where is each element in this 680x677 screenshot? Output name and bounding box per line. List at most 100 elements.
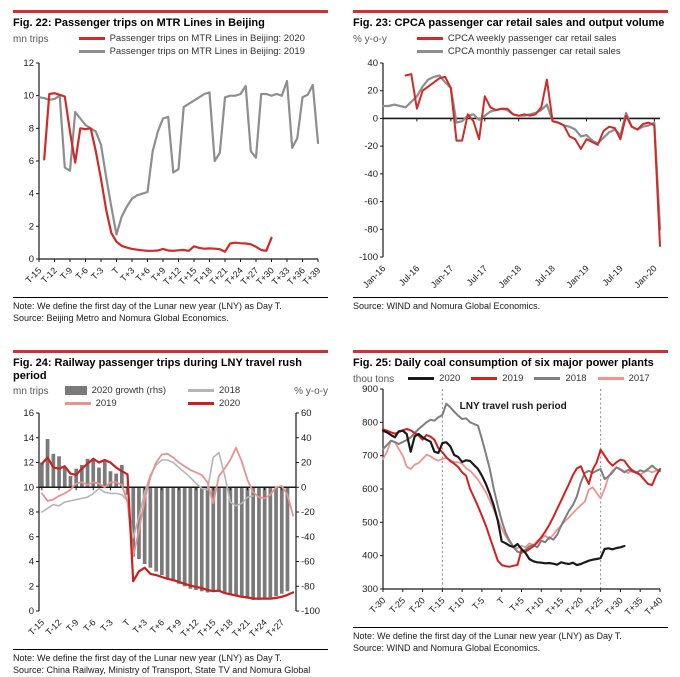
fig25-legend: 2020 2019 2018 2017 xyxy=(408,373,650,384)
bar xyxy=(205,487,210,593)
legend-item: Passenger trips on MTR Lines in Beijing:… xyxy=(78,33,305,44)
legend-item: 2017 xyxy=(597,373,650,384)
legend-label: Passenger trips on MTR Lines in Beijing:… xyxy=(109,45,305,57)
fig22-legend: Passenger trips on MTR Lines in Beijing:… xyxy=(78,33,305,57)
fig24-legend: 2020 growth (rhs) 2018 2019 2020 xyxy=(64,385,240,410)
bar xyxy=(199,487,204,592)
x-tick-label: T-10 xyxy=(447,595,467,615)
y-tick-label: 4 xyxy=(29,188,34,199)
fig25-notes: Note: We define the first day of the Lun… xyxy=(353,626,668,654)
x-tick-label: T-15 xyxy=(26,618,46,638)
y-tick-label: 700 xyxy=(362,450,378,461)
legend-item: CPCA monthly passenger car retail sales xyxy=(416,45,621,57)
x-tick-label: Jul-18 xyxy=(533,263,557,287)
x-tick-label: T+15 xyxy=(196,618,218,640)
y-tick-label: -20 xyxy=(364,141,378,152)
x-tick-label: T+18 xyxy=(213,618,235,640)
bar xyxy=(245,487,250,599)
legend-label: CPCA monthly passenger car retail sales xyxy=(447,45,621,57)
x-tick-label: T-20 xyxy=(407,595,427,615)
legend-item: 2020 xyxy=(188,398,240,409)
y-tick-label: 4 xyxy=(29,557,34,568)
fig23-chart-head: % y-o-y CPCA weekly passenger car retail… xyxy=(353,32,668,57)
x-tick-label: T-15 xyxy=(427,595,447,615)
legend-label: 2018 xyxy=(565,372,587,384)
x-tick-label: T+5 xyxy=(508,595,526,613)
bar xyxy=(102,461,107,488)
line-swatch xyxy=(188,402,215,406)
series-2020 xyxy=(40,456,295,600)
y-tick-label: -60 xyxy=(364,196,378,207)
legend-item: 2019 xyxy=(471,373,523,384)
y2-tick-label: -60 xyxy=(301,557,315,568)
fig23-unit-label: % y-o-y xyxy=(353,33,387,45)
y-tick-label: -40 xyxy=(364,168,378,179)
line-swatch xyxy=(78,49,105,53)
y-tick-label: 6 xyxy=(29,532,34,543)
y-tick-label: 400 xyxy=(362,550,378,561)
legend-item: 2020 growth (rhs) xyxy=(64,385,166,396)
y2-tick-label: 20 xyxy=(301,458,312,469)
fig23-legend: CPCA weekly passenger car retail sales CP… xyxy=(416,33,621,57)
legend-item: 2020 xyxy=(408,373,460,384)
fig24-plot: 0 2 4 6 8 10 12 14 16 -100 -80 -60 -40 -20 0 20 40 60 T-15… xyxy=(23,409,320,640)
panel-fig24: Fig. 24: Railway passenger trips during … xyxy=(0,340,340,677)
x-tick-label: T+6 xyxy=(148,618,166,636)
bar xyxy=(279,487,284,594)
y-tick-label: 10 xyxy=(23,90,34,101)
x-tick-label: T+35 xyxy=(623,595,645,617)
legend-label: 2020 xyxy=(439,372,461,384)
bar xyxy=(285,487,290,592)
bar xyxy=(108,471,113,488)
bar xyxy=(239,487,244,597)
x-tick-label: Jul-17 xyxy=(465,263,489,287)
fig24-unit-label-left: mn trips xyxy=(13,386,49,398)
fig25-title: Fig. 25: Daily coal consumption of six m… xyxy=(353,357,654,369)
y-tick-label: 8 xyxy=(29,123,34,134)
x-tick-label: T-30 xyxy=(368,595,388,615)
x-tick-label: T+20 xyxy=(564,595,586,617)
panel-fig22: Fig. 22: Passenger trips on MTR Lines in… xyxy=(0,0,340,340)
bar xyxy=(80,465,84,488)
fig22-chart-head: mn trips Passenger trips on MTR Lines in… xyxy=(13,32,328,57)
x-tick-label: T+6 xyxy=(134,265,152,283)
accent-rule xyxy=(353,10,668,13)
y2-tick-label: 40 xyxy=(301,433,312,444)
y-tick-label: 20 xyxy=(367,85,378,96)
legend-label: 2020 xyxy=(219,398,241,410)
x-tick-label: Jan-18 xyxy=(497,263,524,290)
fig24-source: Source: China Railway, Ministry of Trans… xyxy=(13,665,311,676)
bar xyxy=(160,487,164,576)
line-swatch xyxy=(64,402,91,406)
y2-tick-label: 0 xyxy=(301,483,306,494)
fig25-plot: 300 400 500 600 700 800 900 T-30 T-25 T-20 T-15 T-1… xyxy=(362,385,664,617)
y-tick-label: -80 xyxy=(364,224,378,235)
x-tick-label: T-6 xyxy=(74,265,90,281)
x-tick-label: T+3 xyxy=(131,618,149,636)
x-tick-label: Jan-17 xyxy=(429,263,456,290)
bar xyxy=(274,487,278,597)
x-tick-label: T-15 xyxy=(24,265,44,285)
line-swatch xyxy=(534,376,561,380)
line-swatch xyxy=(188,389,215,393)
bar xyxy=(51,454,56,488)
bar xyxy=(217,487,221,592)
y-tick-label: -100 xyxy=(359,252,378,263)
fig22-note: Note: We define the first day of the Lun… xyxy=(13,300,282,311)
fig24-chart-head: mn trips 2020 growth (rhs) 2018 2019 2020 %… xyxy=(13,384,328,409)
bar xyxy=(148,487,153,568)
x-tick-label: Jul-19 xyxy=(600,263,624,287)
legend-label: 2019 xyxy=(95,398,117,410)
y-tick-label: 12 xyxy=(23,458,34,469)
x-tick-label: T xyxy=(121,617,132,628)
fig23-title: Fig. 23: CPCA passenger car retail sales… xyxy=(353,17,665,29)
bar xyxy=(142,487,147,565)
legend-item: CPCA weekly passenger car retail sales xyxy=(416,33,621,44)
accent-rule xyxy=(353,350,668,353)
y-tick-label: 0 xyxy=(373,113,378,124)
x-tick-label: T+30 xyxy=(603,595,625,617)
bar xyxy=(97,467,101,488)
fig25-unit-label: thou tons xyxy=(353,373,395,385)
x-tick-label: T-6 xyxy=(81,618,97,634)
